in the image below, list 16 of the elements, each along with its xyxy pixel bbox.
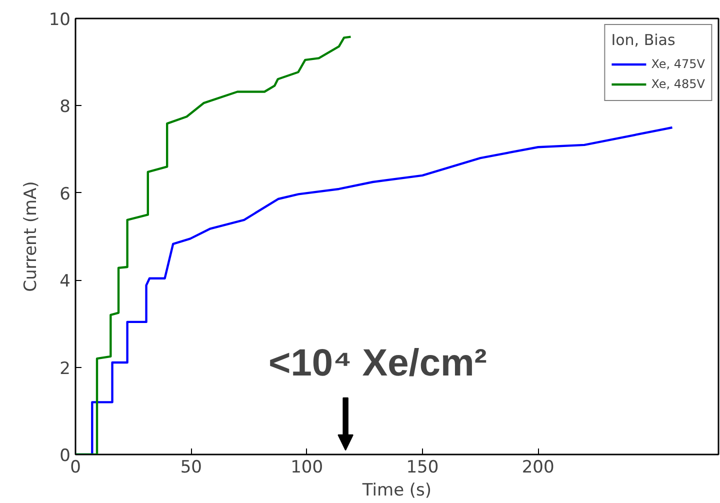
x-tick-label: 150 bbox=[406, 458, 439, 478]
line-series bbox=[76, 36, 352, 454]
legend-label: Xe, 485V bbox=[651, 77, 705, 91]
x-tick-label: 200 bbox=[522, 458, 554, 478]
legend-title: Ion, Bias bbox=[611, 31, 676, 49]
y-tick-label: 4 bbox=[60, 272, 71, 292]
y-tick-label: 6 bbox=[60, 184, 71, 204]
x-axis-title: Time (s) bbox=[361, 480, 432, 500]
y-tick-label: 10 bbox=[48, 10, 71, 30]
y-tick-label: 2 bbox=[60, 358, 71, 379]
x-tick-label: 100 bbox=[290, 458, 324, 478]
annotation: <10⁴ Xe/cm² bbox=[268, 342, 487, 385]
x-tick-label: 50 bbox=[180, 458, 202, 478]
legend-label: Xe, 475V bbox=[651, 57, 705, 71]
y-tick-label: 8 bbox=[60, 97, 71, 118]
y-axis-title: Current (mA) bbox=[20, 181, 41, 292]
